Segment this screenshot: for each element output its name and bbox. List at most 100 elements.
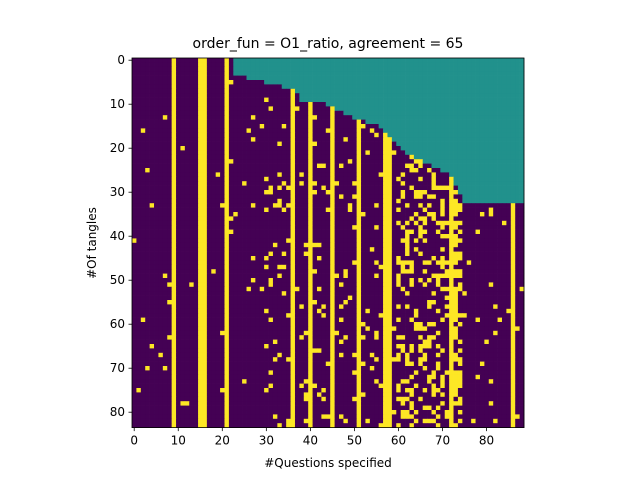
heatmap-cell [250, 247, 256, 252]
heatmap-cell [290, 80, 296, 85]
heatmap-cell [457, 128, 463, 134]
heatmap-cell [140, 229, 146, 235]
heatmap-cell [506, 66, 512, 72]
heatmap-cell [242, 176, 247, 182]
heatmap-cell [475, 106, 481, 112]
heatmap-cell [255, 141, 261, 147]
heatmap-cell [409, 141, 415, 147]
heatmap-cell [378, 137, 384, 142]
heatmap-cell [440, 168, 446, 173]
heatmap-cell [484, 212, 490, 217]
heatmap-cell [488, 124, 494, 129]
heatmap-cell [519, 229, 525, 235]
heatmap-cell [330, 106, 335, 112]
heatmap-cell [497, 247, 503, 252]
heatmap-cell [435, 181, 441, 186]
heatmap-cell [228, 163, 234, 169]
heatmap-cell [220, 273, 225, 279]
heatmap-cell [277, 66, 283, 72]
heatmap-cell [462, 229, 468, 235]
heatmap-cell [140, 159, 146, 164]
heatmap-cell [303, 97, 309, 103]
heatmap-cell [198, 269, 203, 274]
heatmap-cell [427, 102, 432, 107]
heatmap-cell [220, 207, 225, 213]
heatmap-cell [515, 168, 520, 173]
heatmap-cell [330, 124, 335, 129]
heatmap-cell [211, 225, 217, 230]
heatmap-cell [228, 225, 234, 230]
heatmap-cell [250, 176, 256, 182]
heatmap-cell [180, 282, 186, 288]
heatmap-cell [149, 115, 155, 120]
heatmap-cell [378, 220, 384, 226]
heatmap-cell [303, 102, 309, 107]
heatmap-cell [246, 286, 252, 292]
heatmap-cell [352, 251, 357, 257]
heatmap-cell [396, 216, 402, 222]
heatmap-cell [189, 137, 195, 142]
heatmap-cell [158, 172, 164, 178]
heatmap-cell [409, 102, 415, 107]
heatmap-cell [457, 273, 463, 279]
heatmap-cell [220, 203, 225, 208]
heatmap-cell [405, 132, 410, 138]
heatmap-cell [286, 282, 291, 288]
heatmap-cell [321, 220, 327, 226]
heatmap-cell [466, 238, 472, 244]
heatmap-cell [316, 137, 322, 142]
heatmap-cell [189, 159, 195, 164]
heatmap-cell [140, 260, 146, 266]
heatmap-cell [162, 124, 168, 129]
heatmap-cell [325, 84, 331, 90]
heatmap-cell [378, 93, 384, 98]
heatmap-cell [466, 212, 472, 217]
heatmap-cell [233, 75, 239, 81]
heatmap-cell [471, 150, 476, 156]
heatmap-cell [206, 185, 212, 191]
heatmap-cell [405, 163, 410, 169]
heatmap-cell [334, 80, 340, 85]
heatmap-cell [471, 295, 476, 301]
heatmap-cell [308, 80, 313, 85]
heatmap-cell [140, 291, 146, 296]
heatmap-cell [378, 251, 384, 257]
heatmap-cell [435, 194, 441, 200]
heatmap-cell [471, 93, 476, 98]
heatmap-cell [171, 207, 177, 213]
heatmap-cell [246, 84, 252, 90]
heatmap-cell [312, 247, 318, 252]
heatmap-cell [356, 88, 362, 94]
heatmap-cell [409, 300, 415, 305]
heatmap-cell [325, 269, 331, 274]
heatmap-cell [171, 300, 177, 305]
heatmap-cell [497, 269, 503, 274]
heatmap-cell [206, 295, 212, 301]
heatmap-cell [299, 137, 305, 142]
heatmap-cell [277, 159, 283, 164]
heatmap-cell [198, 242, 203, 248]
heatmap-cell [457, 291, 463, 296]
heatmap-cell [352, 273, 357, 279]
heatmap-cell [462, 300, 468, 305]
heatmap-cell [347, 278, 353, 283]
heatmap-cell [334, 269, 340, 274]
heatmap-cell [189, 212, 195, 217]
heatmap-cell [211, 300, 217, 305]
heatmap-cell [352, 220, 357, 226]
heatmap-cell [277, 119, 283, 125]
heatmap-cell [246, 97, 252, 103]
heatmap-cell [171, 181, 177, 186]
heatmap-cell [471, 124, 476, 129]
heatmap-cell [378, 225, 384, 230]
heatmap-cell [206, 119, 212, 125]
heatmap-cell [453, 291, 459, 296]
heatmap-cell [255, 264, 261, 270]
heatmap-cell [409, 97, 415, 103]
heatmap-cell [202, 247, 208, 252]
heatmap-cell [453, 102, 459, 107]
heatmap-cell [272, 295, 278, 301]
heatmap-cell [259, 172, 265, 178]
heatmap-cell [400, 286, 406, 292]
heatmap-cell [233, 295, 239, 301]
